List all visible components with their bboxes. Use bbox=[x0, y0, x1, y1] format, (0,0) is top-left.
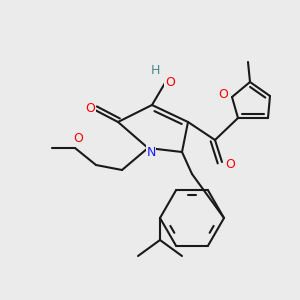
Text: O: O bbox=[165, 76, 175, 88]
Text: O: O bbox=[218, 88, 228, 100]
Text: N: N bbox=[146, 146, 156, 158]
Text: O: O bbox=[85, 101, 95, 115]
Text: O: O bbox=[73, 131, 83, 145]
Text: H: H bbox=[150, 64, 160, 77]
Text: O: O bbox=[225, 158, 235, 172]
